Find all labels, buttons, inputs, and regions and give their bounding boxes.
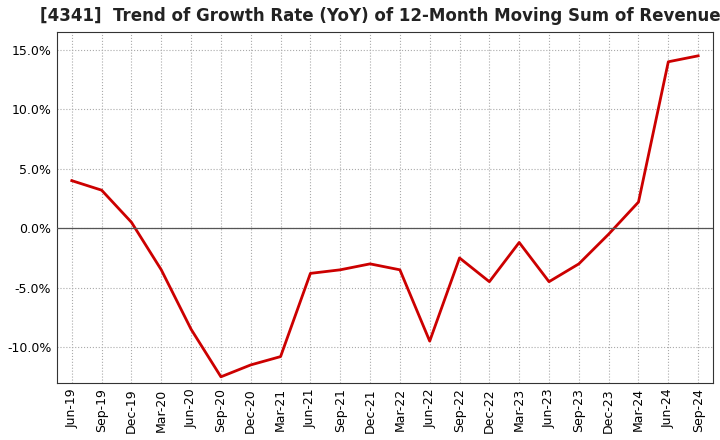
Title: [4341]  Trend of Growth Rate (YoY) of 12-Month Moving Sum of Revenues: [4341] Trend of Growth Rate (YoY) of 12-…	[40, 7, 720, 25]
